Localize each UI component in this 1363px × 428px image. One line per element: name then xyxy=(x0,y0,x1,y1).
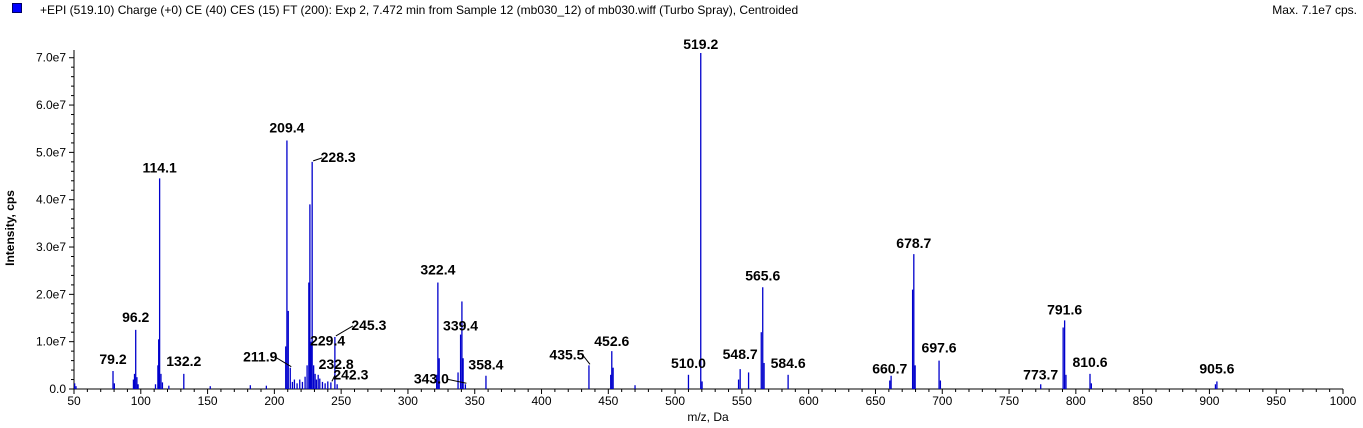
x-tick-label: 1000 xyxy=(1330,394,1357,408)
peak-label: 228.3 xyxy=(321,149,356,165)
x-tick-label: 450 xyxy=(598,394,618,408)
y-tick-label: 4.0e7 xyxy=(36,193,66,207)
x-tick-label: 550 xyxy=(732,394,752,408)
peak-label: 584.6 xyxy=(771,355,806,371)
peak-label: 678.7 xyxy=(896,235,931,251)
y-axis-label: Intensity, cps xyxy=(3,190,17,266)
max-intensity-label: Max. 7.1e7 cps. xyxy=(1272,3,1357,17)
x-tick-label: 350 xyxy=(465,394,485,408)
peak-label: 697.6 xyxy=(922,340,957,356)
y-tick-label: 2.0e7 xyxy=(36,287,66,301)
x-tick-label: 50 xyxy=(67,394,81,408)
x-tick-label: 750 xyxy=(999,394,1019,408)
peak-label: 245.3 xyxy=(351,317,386,333)
x-tick-label: 400 xyxy=(532,394,552,408)
peak-label: 660.7 xyxy=(872,360,907,376)
peak-label: 565.6 xyxy=(745,267,780,283)
peak-label: 791.6 xyxy=(1047,301,1082,317)
peak-label: 510.0 xyxy=(671,355,706,371)
x-tick-label: 600 xyxy=(799,394,819,408)
y-tick-label: 3.0e7 xyxy=(36,240,66,254)
peak-leader-line xyxy=(276,357,292,368)
spectrum-title: +EPI (519.10) Charge (+0) CE (40) CES (1… xyxy=(40,3,799,17)
peak-label: 519.2 xyxy=(683,36,718,52)
peak-leader-line xyxy=(335,325,354,337)
peak-label: 343.0 xyxy=(414,370,449,386)
peak-label: 232.8 xyxy=(319,356,354,372)
peak-label: 79.2 xyxy=(99,351,126,367)
peak-label: 242.3 xyxy=(333,366,368,382)
peak-label: 773.7 xyxy=(1023,366,1058,382)
x-tick-label: 200 xyxy=(264,394,284,408)
y-tick-label: 6.0e7 xyxy=(36,98,66,112)
peak-label: 229.4 xyxy=(310,332,345,348)
spectrum-header: +EPI (519.10) Charge (+0) CE (40) CES (1… xyxy=(0,0,1363,20)
x-tick-label: 650 xyxy=(865,394,885,408)
axes-layer: 50 100 150 200 250 300 350 400 450 500 550 600 650 70… xyxy=(36,50,1357,408)
x-tick-label: 900 xyxy=(1199,394,1219,408)
peak-leader-line xyxy=(313,157,323,162)
x-tick-label: 150 xyxy=(198,394,218,408)
peaks-layer xyxy=(74,53,1218,389)
peak-label: 96.2 xyxy=(122,309,149,325)
peak-label: 452.6 xyxy=(594,333,629,349)
peak-label: 358.4 xyxy=(468,357,503,373)
x-tick-label: 850 xyxy=(1133,394,1153,408)
legend-swatch xyxy=(12,3,22,13)
peak-labels-layer: 79.2 96.2 114.1 132.2 209.4 211.9 228.3 229.4 23… xyxy=(99,36,1234,386)
peak-label: 339.4 xyxy=(443,318,478,334)
y-tick-label: 5.0e7 xyxy=(36,145,66,159)
y-tick-label: 7.0e7 xyxy=(36,51,66,65)
x-tick-label: 250 xyxy=(331,394,351,408)
peak-leader-line xyxy=(447,378,467,384)
x-tick-label: 800 xyxy=(1066,394,1086,408)
peak-label: 548.7 xyxy=(723,346,758,362)
peak-leader-line xyxy=(582,355,591,365)
peak-label: 905.6 xyxy=(1199,360,1234,376)
peak-label: 209.4 xyxy=(269,120,304,136)
y-tick-label: 1.0e7 xyxy=(36,335,66,349)
x-tick-label: 500 xyxy=(665,394,685,408)
x-tick-label: 950 xyxy=(1266,394,1286,408)
peak-label: 132.2 xyxy=(166,353,201,369)
x-tick-label: 300 xyxy=(398,394,418,408)
peak-label: 211.9 xyxy=(243,349,277,365)
peak-label: 322.4 xyxy=(420,262,455,278)
peak-leader-line xyxy=(331,375,336,382)
y-tick-label: 0.0 xyxy=(49,382,66,396)
peak-label: 114.1 xyxy=(142,159,176,175)
peak-label: 810.6 xyxy=(1072,354,1107,370)
x-tick-label: 100 xyxy=(131,394,151,408)
x-tick-label: 700 xyxy=(932,394,952,408)
peak-label: 435.5 xyxy=(549,346,584,362)
x-axis-label: m/z, Da xyxy=(687,410,729,424)
